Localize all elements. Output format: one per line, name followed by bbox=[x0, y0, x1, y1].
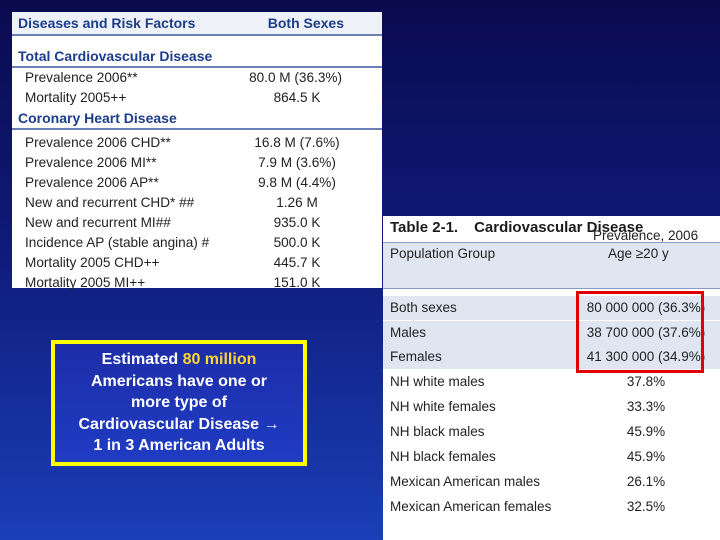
row-label: New and recurrent CHD* ## bbox=[25, 195, 195, 210]
table-row: Mortality 2005 MI++ 151.0 K bbox=[12, 273, 382, 293]
table-row: NH black males 45.9% bbox=[383, 420, 720, 444]
table-row: Prevalence 2006 AP** 9.8 M (4.4%) bbox=[12, 173, 382, 193]
table-row: Males 38 700 000 (37.6%) bbox=[383, 321, 720, 345]
row-header-population-group: Population Group bbox=[390, 246, 496, 261]
row-value: 445.7 K bbox=[273, 255, 321, 270]
callout-highlight: 80 million bbox=[182, 351, 257, 369]
row-value: 45.9% bbox=[626, 449, 666, 464]
row-label: Prevalence 2006 MI** bbox=[25, 155, 157, 170]
row-label: Mortality 2005 MI++ bbox=[25, 275, 146, 290]
row-value: 16.8 M (7.6%) bbox=[254, 135, 340, 150]
cvd-prevalence-table: Table 2-1. Cardiovascular Disease Prevale… bbox=[383, 216, 720, 540]
row-value: 37.8% bbox=[626, 374, 666, 389]
table-row: Incidence AP (stable angina) # 500.0 K bbox=[12, 233, 382, 253]
left-table-header: Diseases and Risk Factors Both Sexes bbox=[12, 12, 382, 36]
row-value: 864.5 K bbox=[273, 90, 321, 105]
table-row: Mexican American males 26.1% bbox=[383, 470, 720, 494]
row-value: 38 700 000 (37.6%) bbox=[586, 325, 706, 340]
section-title-total-cvd: Total Cardiovascular Disease bbox=[18, 48, 213, 64]
prevalence-highlight-box bbox=[576, 291, 704, 373]
row-label: Prevalence 2006 AP** bbox=[25, 175, 159, 190]
row-value: 33.3% bbox=[626, 399, 666, 414]
row-value: 80 000 000 (36.3%) bbox=[586, 300, 706, 315]
table-title-text: Cardiovascular Disease bbox=[474, 219, 644, 236]
callout-text: Estimated bbox=[101, 351, 183, 369]
row-label: Mortality 2005++ bbox=[25, 90, 127, 105]
table-number: Table 2-1. bbox=[390, 219, 459, 236]
right-table-title: Table 2-1. Cardiovascular Disease bbox=[390, 219, 643, 236]
table-row: NH white females 33.3% bbox=[383, 395, 720, 419]
section-title-chd: Coronary Heart Disease bbox=[18, 110, 177, 126]
table-row: Prevalence 2006** 80.0 M (36.3%) bbox=[12, 68, 382, 88]
row-label: Prevalence 2006** bbox=[25, 70, 138, 85]
row-value: 9.8 M (4.4%) bbox=[258, 175, 336, 190]
row-label: NH white males bbox=[390, 374, 485, 389]
table-row: NH black females 45.9% bbox=[383, 445, 720, 469]
row-label: NH black males bbox=[390, 424, 485, 439]
row-label: Mortality 2005 CHD++ bbox=[25, 255, 160, 270]
callout-line-4: Cardiovascular Disease → bbox=[78, 415, 280, 433]
col-header-age: Age ≥20 y bbox=[608, 246, 669, 261]
table-row: Mortality 2005 CHD++ 445.7 K bbox=[12, 253, 382, 273]
row-label: NH white females bbox=[390, 399, 496, 414]
callout-line-1: Estimated 80 million bbox=[55, 349, 303, 371]
row-value: 32.5% bbox=[626, 499, 666, 514]
row-value: 41 300 000 (34.9%) bbox=[586, 349, 706, 364]
callout-line-5: 1 in 3 American Adults bbox=[93, 437, 265, 455]
row-value: 1.26 M bbox=[276, 195, 318, 210]
table-row: Prevalence 2006 CHD** 16.8 M (7.6%) bbox=[12, 133, 382, 153]
section-divider bbox=[12, 66, 382, 68]
row-label: New and recurrent MI## bbox=[25, 215, 171, 230]
row-label: Incidence AP (stable angina) # bbox=[25, 235, 210, 250]
disease-risk-factors-table: Diseases and Risk Factors Both Sexes Tot… bbox=[12, 12, 382, 290]
prevalence-callout-box: Estimated 80 million Americans have one … bbox=[51, 340, 307, 466]
table-row: Prevalence 2006 MI** 7.9 M (3.6%) bbox=[12, 153, 382, 173]
row-label: Females bbox=[390, 349, 442, 364]
table-row: New and recurrent CHD* ## 1.26 M bbox=[12, 193, 382, 213]
table-row: NH white males 37.8% bbox=[383, 370, 720, 394]
callout-line-2: Americans have one or bbox=[90, 372, 268, 390]
row-label: Mexican American males bbox=[390, 474, 541, 489]
row-value: 500.0 K bbox=[273, 235, 321, 250]
right-table-header-band bbox=[383, 242, 720, 289]
table-row: Mortality 2005++ 864.5 K bbox=[12, 88, 382, 108]
col-header-prevalence: Prevalence, 2006 bbox=[593, 228, 699, 243]
table-row: Females 41 300 000 (34.9%) bbox=[383, 345, 720, 369]
table-row: Mexican American females 32.5% bbox=[383, 495, 720, 519]
left-table-col-header: Both Sexes bbox=[267, 15, 344, 31]
row-label: Males bbox=[390, 325, 427, 340]
callout-line-3: more type of bbox=[130, 394, 227, 412]
row-label: NH black females bbox=[390, 449, 496, 464]
row-value: 80.0 M (36.3%) bbox=[249, 70, 342, 85]
row-label: Prevalence 2006 CHD** bbox=[25, 135, 171, 150]
table-row: Both sexes 80 000 000 (36.3%) bbox=[383, 296, 720, 320]
table-row: New and recurrent MI## 935.0 K bbox=[12, 213, 382, 233]
row-value: 151.0 K bbox=[273, 275, 321, 290]
row-value: 26.1% bbox=[626, 474, 666, 489]
row-value: 935.0 K bbox=[273, 215, 321, 230]
row-value: 7.9 M (3.6%) bbox=[258, 155, 336, 170]
section-divider bbox=[12, 128, 382, 130]
row-label: Both sexes bbox=[390, 300, 457, 315]
row-value: 45.9% bbox=[626, 424, 666, 439]
row-label: Mexican American females bbox=[390, 499, 552, 514]
left-table-title: Diseases and Risk Factors bbox=[18, 15, 196, 31]
